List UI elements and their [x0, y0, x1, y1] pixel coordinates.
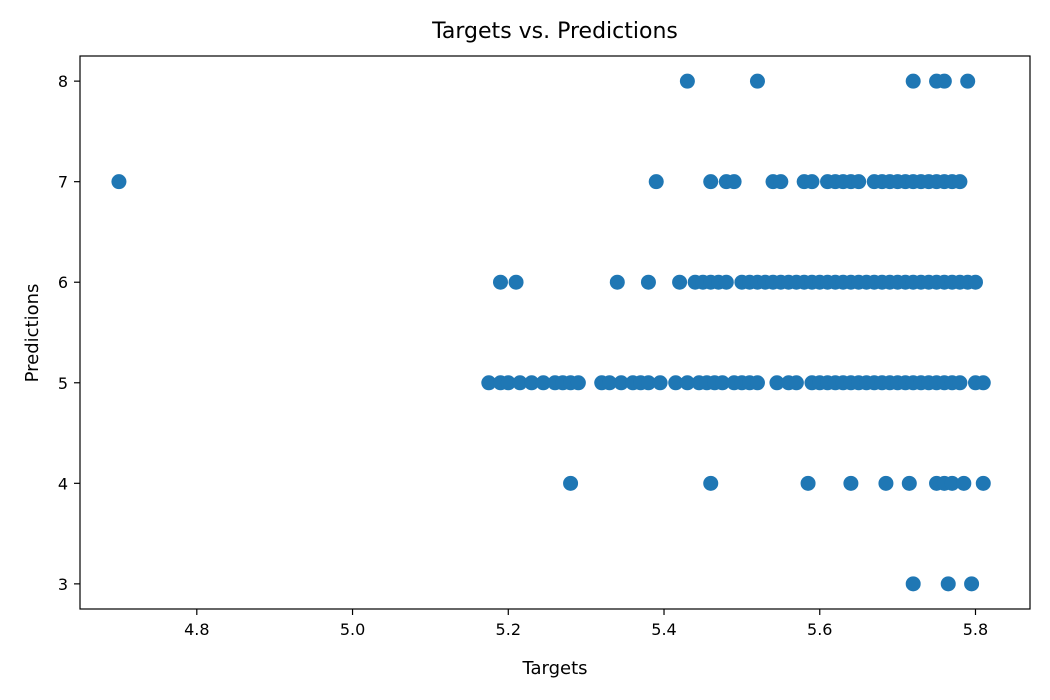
- x-axis-label: Targets: [521, 658, 587, 679]
- data-point: [749, 73, 765, 89]
- data-point: [952, 174, 968, 190]
- y-tick-label: 6: [58, 273, 68, 292]
- data-point: [788, 375, 804, 391]
- data-point: [851, 174, 867, 190]
- data-point: [703, 475, 719, 491]
- data-point: [956, 475, 972, 491]
- data-point: [960, 73, 976, 89]
- data-point: [718, 274, 734, 290]
- x-tick-label: 4.8: [184, 620, 209, 639]
- data-point: [609, 274, 625, 290]
- y-tick-label: 4: [58, 474, 68, 493]
- data-point: [975, 375, 991, 391]
- data-point: [800, 475, 816, 491]
- x-tick-label: 5.8: [963, 620, 988, 639]
- data-point: [804, 174, 820, 190]
- y-tick-label: 3: [58, 575, 68, 594]
- data-point: [481, 375, 497, 391]
- data-point: [964, 576, 980, 592]
- data-point: [640, 375, 656, 391]
- data-point: [111, 174, 127, 190]
- data-point: [679, 375, 695, 391]
- plot-frame: [79, 55, 1031, 610]
- y-tick-label: 5: [58, 374, 68, 393]
- data-point: [535, 375, 551, 391]
- scatter-points: [111, 73, 991, 592]
- y-axis-label: Predictions: [22, 284, 43, 383]
- data-point: [492, 274, 508, 290]
- data-point: [703, 174, 719, 190]
- data-point: [524, 375, 540, 391]
- x-tick-label: 5.0: [340, 620, 365, 639]
- data-point: [640, 274, 656, 290]
- data-point: [901, 475, 917, 491]
- data-point: [602, 375, 618, 391]
- data-point: [714, 375, 730, 391]
- x-tick-label: 5.4: [651, 620, 676, 639]
- y-axis: 3 4 5 6 7 8: [58, 72, 80, 594]
- data-point: [672, 274, 688, 290]
- data-point: [940, 576, 956, 592]
- data-point: [726, 174, 742, 190]
- y-tick-label: 8: [58, 72, 68, 91]
- data-point: [648, 174, 664, 190]
- data-point: [652, 375, 668, 391]
- data-point: [967, 274, 983, 290]
- data-point: [936, 73, 952, 89]
- data-point: [975, 475, 991, 491]
- y-tick-label: 7: [58, 173, 68, 192]
- data-point: [878, 475, 894, 491]
- data-point: [563, 475, 579, 491]
- data-point: [952, 375, 968, 391]
- chart-title: Targets vs. Predictions: [431, 19, 678, 44]
- data-point: [843, 475, 859, 491]
- data-point: [749, 375, 765, 391]
- data-point: [512, 375, 528, 391]
- data-point: [773, 174, 789, 190]
- x-tick-label: 5.2: [496, 620, 521, 639]
- data-point: [679, 73, 695, 89]
- data-point: [668, 375, 684, 391]
- data-point: [944, 475, 960, 491]
- data-point: [905, 73, 921, 89]
- x-tick-label: 5.6: [807, 620, 832, 639]
- data-point: [769, 375, 785, 391]
- data-point: [508, 274, 524, 290]
- x-axis: 4.8 5.0 5.2 5.4 5.6 5.8: [184, 609, 988, 639]
- data-point: [500, 375, 516, 391]
- data-point: [905, 576, 921, 592]
- data-point: [570, 375, 586, 391]
- data-point: [613, 375, 629, 391]
